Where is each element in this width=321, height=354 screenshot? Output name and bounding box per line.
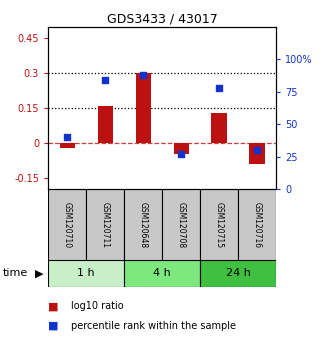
Text: 24 h: 24 h — [226, 268, 250, 279]
Text: ■: ■ — [48, 301, 59, 311]
Text: log10 ratio: log10 ratio — [71, 301, 123, 311]
Bar — [98, 105, 113, 143]
Text: GSM120708: GSM120708 — [177, 202, 186, 248]
Text: time: time — [3, 268, 29, 279]
Bar — [200, 260, 276, 287]
Title: GDS3433 / 43017: GDS3433 / 43017 — [107, 12, 218, 25]
Text: 1 h: 1 h — [77, 268, 95, 279]
Text: GSM120710: GSM120710 — [63, 202, 72, 248]
Text: 4 h: 4 h — [153, 268, 171, 279]
Point — [178, 152, 184, 157]
Point — [141, 72, 146, 78]
Bar — [124, 260, 200, 287]
Text: ▶: ▶ — [35, 268, 44, 279]
Text: GSM120715: GSM120715 — [214, 202, 224, 248]
Bar — [135, 73, 151, 143]
Bar — [212, 113, 227, 143]
Point — [255, 148, 260, 153]
Text: GSM120648: GSM120648 — [139, 202, 148, 248]
Bar — [238, 189, 276, 260]
Bar — [86, 189, 124, 260]
Bar — [48, 260, 124, 287]
Bar — [162, 189, 200, 260]
Text: GSM120711: GSM120711 — [100, 202, 110, 248]
Point — [102, 77, 108, 83]
Bar — [200, 189, 238, 260]
Text: GSM120716: GSM120716 — [253, 202, 262, 248]
Point — [216, 85, 221, 91]
Text: percentile rank within the sample: percentile rank within the sample — [71, 321, 236, 331]
Bar — [173, 143, 189, 154]
Text: ■: ■ — [48, 321, 59, 331]
Bar — [124, 189, 162, 260]
Bar — [48, 189, 86, 260]
Bar — [249, 143, 265, 164]
Point — [65, 135, 70, 140]
Bar — [60, 143, 75, 148]
